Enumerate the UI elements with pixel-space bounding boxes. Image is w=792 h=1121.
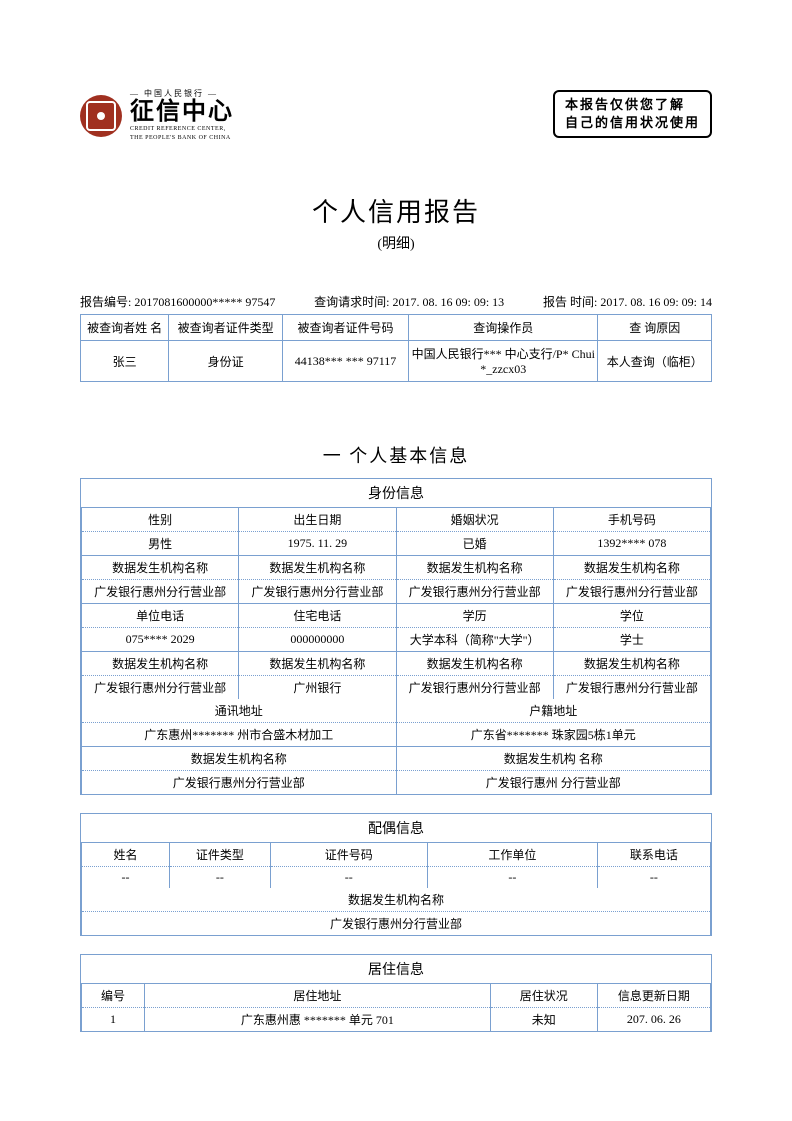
spouse-title: 配偶信息 [81, 814, 711, 843]
spouse-org-table: 数据发生机构名称 广发银行惠州分行营业部 [81, 888, 711, 935]
report-no: 报告编号: 2017081600000***** 97547 [80, 293, 275, 310]
qv-3: 中国人民银行*** 中心支行/P* Chui *_zzcx03 [409, 341, 598, 382]
logo-text: — 中国人民银行 — 征信中心 CREDIT REFERENCE CENTER,… [130, 90, 234, 142]
header: — 中国人民银行 — 征信中心 CREDIT REFERENCE CENTER,… [80, 90, 712, 142]
logo-block: — 中国人民银行 — 征信中心 CREDIT REFERENCE CENTER,… [80, 90, 234, 142]
report-time: 报告 时间: 2017. 08. 16 09: 09: 14 [543, 293, 712, 310]
residence-title: 居住信息 [81, 955, 711, 984]
qv-4: 本人查询（临柜） [598, 341, 712, 382]
query-data-row: 张三 身份证 44138*** *** 97117 中国人民银行*** 中心支行… [81, 341, 712, 382]
meta-row: 报告编号: 2017081600000***** 97547 查询请求时间: 2… [80, 293, 712, 310]
logo-emblem-icon [80, 95, 122, 137]
sub-title: (明细) [80, 233, 712, 253]
logo-small-line: — 中国人民银行 — [130, 90, 234, 98]
qh-4: 查 询原因 [598, 315, 712, 341]
residence-table: 编号居住地址居住状况信息更新日期 1广东惠州惠 ******* 单元 701未知… [81, 984, 711, 1031]
notice-box: 本报告仅供您了解 自己的信用状况使用 [553, 90, 712, 138]
residence-block: 居住信息 编号居住地址居住状况信息更新日期 1广东惠州惠 ******* 单元 … [80, 954, 712, 1032]
identity-table: 性别出生日期婚姻状况手机号码 男性1975. 11. 29已婚1392**** … [81, 508, 711, 699]
main-title: 个人信用报告 [80, 192, 712, 229]
notice-line2: 自己的信用状况使用 [565, 114, 700, 132]
identity-block: 身份信息 性别出生日期婚姻状况手机号码 男性1975. 11. 29已婚1392… [80, 478, 712, 795]
query-header-row: 被查询者姓 名 被查询者证件类型 被查询者证件号码 查询操作员 查 询原因 [81, 315, 712, 341]
identity-address-table: 通讯地址户籍地址 广东惠州******* 州市合盛木材加工广东省******* … [81, 699, 711, 794]
identity-title: 身份信息 [81, 479, 711, 508]
qh-3: 查询操作员 [409, 315, 598, 341]
title-block: 个人信用报告 (明细) [80, 192, 712, 253]
query-time: 查询请求时间: 2017. 08. 16 09: 09: 13 [314, 293, 504, 310]
notice-line1: 本报告仅供您了解 [565, 96, 700, 114]
spouse-block: 配偶信息 姓名证件类型证件号码工作单位联系电话 ---------- 数据发生机… [80, 813, 712, 936]
qh-1: 被查询者证件类型 [169, 315, 283, 341]
credit-report-page: — 中国人民银行 — 征信中心 CREDIT REFERENCE CENTER,… [0, 0, 792, 1121]
logo-en-line1: CREDIT REFERENCE CENTER, [130, 126, 234, 133]
spouse-table: 姓名证件类型证件号码工作单位联系电话 ---------- [81, 843, 711, 888]
qh-2: 被查询者证件号码 [282, 315, 408, 341]
section1-title: 一 个人基本信息 [80, 442, 712, 468]
qh-0: 被查询者姓 名 [81, 315, 169, 341]
logo-big-line: 征信中心 [130, 100, 234, 124]
qv-0: 张三 [81, 341, 169, 382]
query-table: 被查询者姓 名 被查询者证件类型 被查询者证件号码 查询操作员 查 询原因 张三… [80, 314, 712, 382]
qv-1: 身份证 [169, 341, 283, 382]
logo-en-line2: THE PEOPLE'S BANK OF CHINA [130, 135, 234, 142]
qv-2: 44138*** *** 97117 [282, 341, 408, 382]
